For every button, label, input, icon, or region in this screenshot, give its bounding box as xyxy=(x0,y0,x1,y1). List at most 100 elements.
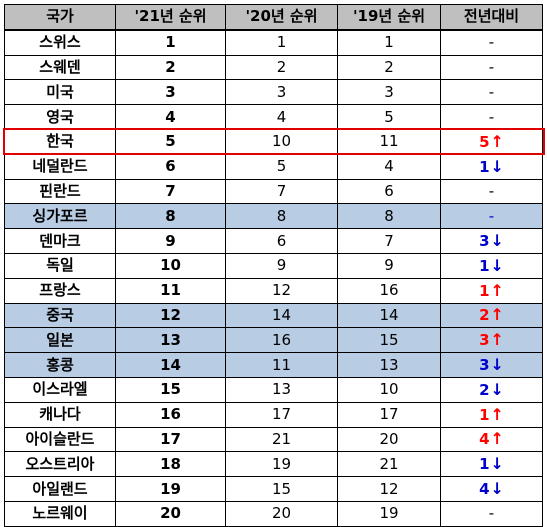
rank-2019-cell: 9 xyxy=(337,252,441,279)
arrow-up-icon: ↑ xyxy=(490,280,504,300)
rank-2020-cell: 13 xyxy=(225,376,338,403)
header-row: 국가 '21년 순위 '20년 순위 '19년 순위 전년대비 xyxy=(4,3,543,31)
table-row: 오스트리아 18 19 21 1↓ xyxy=(4,451,543,478)
arrow-up-icon: ↑ xyxy=(490,330,504,350)
change-cell: 3↓ xyxy=(440,228,543,254)
table-row: 아일랜드 19 15 12 4↓ xyxy=(4,476,543,502)
table-row: 한국 5 10 11 5↑ xyxy=(4,128,543,155)
arrow-down-icon: ↓ xyxy=(490,479,504,499)
rank-2021-cell: 10 xyxy=(115,252,226,279)
rank-2020-cell: 11 xyxy=(225,352,338,378)
table-row: 덴마크 9 6 7 3↓ xyxy=(4,228,543,254)
rank-2021-cell: 5 xyxy=(115,128,226,155)
arrow-down-icon: ↓ xyxy=(490,379,504,399)
rank-2021-cell: 15 xyxy=(115,376,226,403)
header-rank-2020: '20년 순위 xyxy=(225,3,338,31)
rank-2019-cell: 19 xyxy=(337,500,441,527)
arrow-down-icon: ↓ xyxy=(490,231,504,251)
table-row: 아이슬란드 17 21 20 4↑ xyxy=(4,426,543,453)
rank-2021-cell: 4 xyxy=(115,104,226,130)
change-value: 5 xyxy=(479,132,490,151)
table-row: 핀란드 7 7 6- xyxy=(4,178,543,205)
arrow-down-icon: ↓ xyxy=(490,255,504,275)
rank-2020-cell: 8 xyxy=(225,203,338,230)
change-value: 1 xyxy=(479,405,490,424)
country-cell: 홍콩 xyxy=(4,352,116,378)
rank-2020-cell: 1 xyxy=(225,29,338,56)
rank-2021-cell: 19 xyxy=(115,476,226,502)
rank-2021-cell: 2 xyxy=(115,54,226,81)
arrow-up-icon: ↑ xyxy=(490,429,504,449)
country-cell: 이스라엘 xyxy=(4,376,116,403)
table-row: 스웨덴 2 2 2- xyxy=(4,54,543,81)
change-value: 3 xyxy=(479,356,490,375)
rank-2019-cell: 17 xyxy=(337,401,441,428)
rank-2019-cell: 14 xyxy=(337,302,441,329)
rank-2019-cell: 4 xyxy=(337,153,441,180)
rank-2019-cell: 21 xyxy=(337,451,441,478)
rank-2020-cell: 19 xyxy=(225,451,338,478)
table-row: 네덜란드 6 5 4 1↓ xyxy=(4,153,543,180)
rank-2021-cell: 17 xyxy=(115,426,226,453)
header-change: 전년대비 xyxy=(440,3,543,31)
change-value: 2 xyxy=(479,306,490,325)
rank-2019-cell: 10 xyxy=(337,376,441,403)
rank-2020-cell: 17 xyxy=(225,401,338,428)
rank-2019-cell: 6 xyxy=(337,178,441,205)
change-cell: 2↑ xyxy=(440,302,543,329)
rank-2021-cell: 16 xyxy=(115,401,226,428)
change-cell: - xyxy=(440,54,543,81)
table-row: 일본 13 16 15 3↑ xyxy=(4,327,543,354)
change-value: 2 xyxy=(479,380,490,399)
rank-2021-cell: 8 xyxy=(115,203,226,230)
table-row: 캐나다 16 17 17 1↑ xyxy=(4,401,543,428)
change-cell: 3↓ xyxy=(440,352,543,378)
change-cell: 1↑ xyxy=(440,401,543,428)
rank-2020-cell: 16 xyxy=(225,327,338,354)
country-cell: 중국 xyxy=(4,302,116,329)
country-cell: 프랑스 xyxy=(4,277,116,304)
change-cell: 5↑ xyxy=(440,128,543,155)
rank-2020-cell: 15 xyxy=(225,476,338,502)
country-cell: 미국 xyxy=(4,79,116,106)
rank-2020-cell: 10 xyxy=(225,128,338,155)
change-cell: - xyxy=(440,104,543,130)
arrow-up-icon: ↑ xyxy=(490,404,504,424)
rank-2019-cell: 13 xyxy=(337,352,441,378)
country-cell: 스웨덴 xyxy=(4,54,116,81)
change-cell: - xyxy=(440,29,543,56)
change-cell: - xyxy=(440,178,543,205)
country-cell: 캐나다 xyxy=(4,401,116,428)
rank-2019-cell: 3 xyxy=(337,79,441,106)
rank-2021-cell: 9 xyxy=(115,228,226,254)
rank-2021-cell: 3 xyxy=(115,79,226,106)
change-value: - xyxy=(488,206,495,225)
country-cell: 오스트리아 xyxy=(4,451,116,478)
table-row: 영국 4 4 5- xyxy=(4,104,543,130)
change-cell: 1↓ xyxy=(440,153,543,180)
change-cell: 2↓ xyxy=(440,376,543,403)
header-rank-2021: '21년 순위 xyxy=(115,3,226,31)
table-row: 싱가포르 8 8 8- xyxy=(4,203,543,230)
table-body: 스위스 1 1 1- 스웨덴 2 2 2- 미국 3 3 3- 영국 4 4 5- 한국 5 10 11 5↑ 네덜란드 6… xyxy=(4,29,543,527)
change-cell: 1↓ xyxy=(440,252,543,279)
rank-2020-cell: 4 xyxy=(225,104,338,130)
change-value: - xyxy=(488,107,495,126)
country-cell: 싱가포르 xyxy=(4,203,116,230)
arrow-down-icon: ↓ xyxy=(490,156,504,176)
rank-2021-cell: 20 xyxy=(115,500,226,527)
rank-2021-cell: 14 xyxy=(115,352,226,378)
rank-2019-cell: 8 xyxy=(337,203,441,230)
rank-2019-cell: 7 xyxy=(337,228,441,254)
change-value: 1 xyxy=(479,455,490,474)
rank-2020-cell: 7 xyxy=(225,178,338,205)
rank-2021-cell: 18 xyxy=(115,451,226,478)
change-value: 3 xyxy=(479,331,490,350)
change-value: 1 xyxy=(479,281,490,300)
country-cell: 한국 xyxy=(4,128,116,155)
header-rank-2019: '19년 순위 xyxy=(337,3,441,31)
change-cell: 4↑ xyxy=(440,426,543,453)
table-row: 미국 3 3 3- xyxy=(4,79,543,106)
change-cell: 1↓ xyxy=(440,451,543,478)
country-cell: 네덜란드 xyxy=(4,153,116,180)
